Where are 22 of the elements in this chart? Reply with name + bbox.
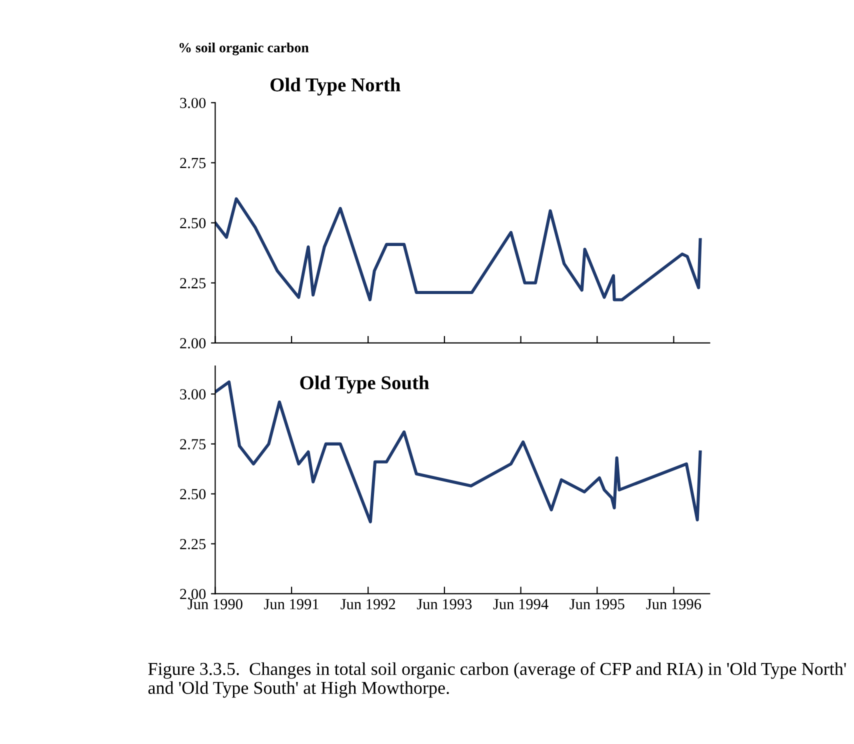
x-tick-label: Jun 1990	[188, 599, 242, 610]
y-tick-label: 2.50	[180, 489, 206, 500]
y-tick-label: 3.00	[180, 98, 206, 108]
y-tick-label: 2.00	[180, 588, 206, 600]
chart-title: Old Type North	[270, 78, 400, 96]
y-tick-label: 3.00	[180, 389, 206, 400]
x-tick-label: Jun 1994	[493, 599, 548, 610]
y-tick-label: 2.25	[180, 538, 206, 550]
line-series	[215, 197, 702, 302]
x-tick-label: Jun 1993	[416, 599, 472, 610]
y-tick-label: 2.50	[180, 218, 206, 228]
y-tick-label: 2.00	[180, 338, 206, 348]
caption: Figure 3.3.5. Changes in total soil organic carbon (average of CFP and RIA) in 'Old Type North' and 'Old Type South' at High Mowthorpe.	[148, 662, 846, 698]
chart-title: Old Type South	[300, 376, 430, 394]
y-tick-label: 2.25	[180, 278, 206, 288]
y-tick-label: 2.75	[180, 158, 206, 168]
x-tick-label: Jun 1996	[646, 599, 702, 610]
x-tick-label: Jun 1995	[570, 599, 624, 610]
x-tick-label: Jun 1992	[340, 599, 396, 610]
y-tick-label: 2.75	[180, 439, 206, 450]
x-tick-label: Jun 1991	[264, 599, 318, 610]
y-axis-title: % soil organic carbon	[180, 42, 309, 56]
